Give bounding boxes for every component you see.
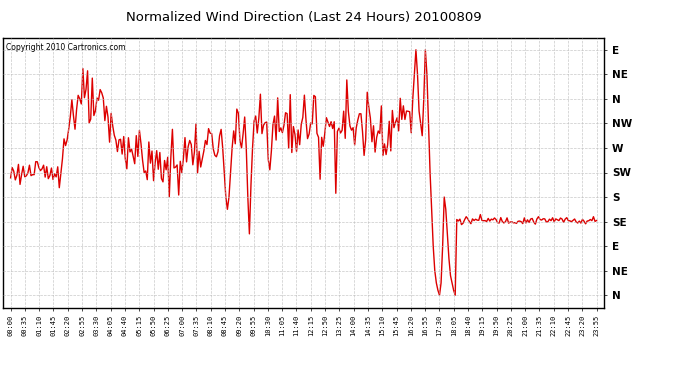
Text: Normalized Wind Direction (Last 24 Hours) 20100809: Normalized Wind Direction (Last 24 Hours… — [126, 11, 482, 24]
Text: Copyright 2010 Cartronics.com: Copyright 2010 Cartronics.com — [6, 43, 126, 52]
